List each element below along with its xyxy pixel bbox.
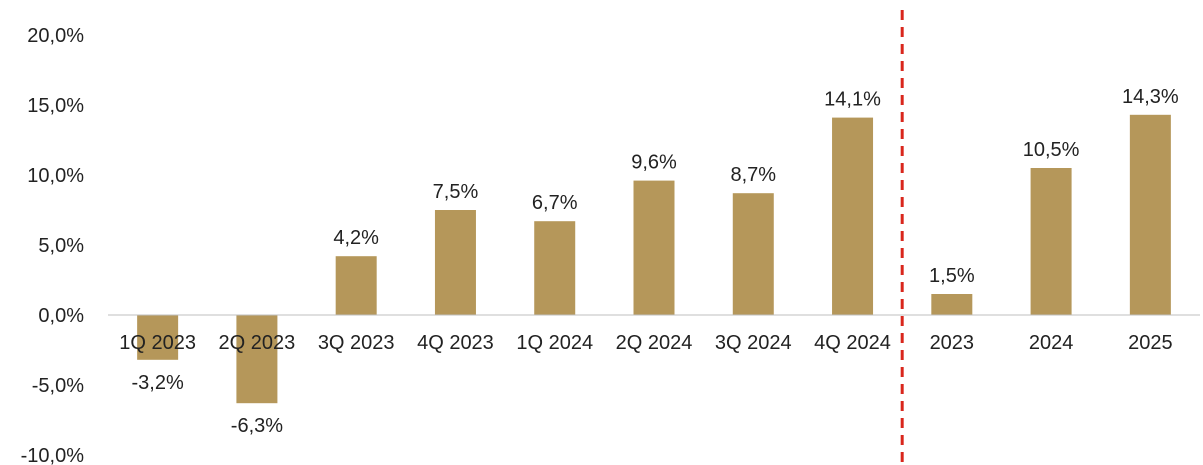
data-label: 7,5%: [433, 181, 479, 203]
data-label: 10,5%: [1023, 139, 1080, 161]
bar: [1129, 114, 1171, 315]
category-labels: 1Q 2023 2Q 2023 3Q 2023 4Q 2023 1Q 2024 2Q 20…: [119, 332, 1172, 354]
bar: [335, 256, 377, 315]
data-label: 14,1%: [824, 89, 881, 111]
y-tick-label: -5,0%: [32, 375, 84, 397]
y-tick-label: 0,0%: [38, 305, 84, 327]
y-tick-label: 10,0%: [27, 165, 84, 187]
category-label: 3Q 2024: [715, 332, 792, 354]
category-label: 4Q 2023: [417, 332, 494, 354]
category-label: 4Q 2024: [814, 332, 891, 354]
data-label: 9,6%: [631, 152, 677, 174]
data-label: 14,3%: [1122, 86, 1179, 108]
category-label: 1Q 2024: [516, 332, 593, 354]
category-label: 2023: [930, 332, 975, 354]
bar: [832, 117, 874, 315]
bar: [534, 221, 576, 315]
data-labels: -3,2% -6,3% 4,2% 7,5% 6,7% 9,6% 8,7% 14,1% 1,5% 1…: [132, 86, 1179, 437]
bars: [137, 114, 1171, 404]
bar: [732, 193, 774, 315]
y-tick-label: 15,0%: [27, 95, 84, 117]
data-label: -3,2%: [132, 372, 184, 394]
y-tick-label: 5,0%: [38, 235, 84, 257]
category-label: 2Q 2024: [616, 332, 693, 354]
bar: [137, 315, 179, 360]
category-label: 2024: [1029, 332, 1074, 354]
bar: [633, 180, 675, 315]
y-axis: 20,0% 15,0% 10,0% 5,0% 0,0% -5,0% -10,0%: [21, 25, 85, 465]
bar: [434, 210, 476, 315]
data-label: 4,2%: [333, 227, 379, 249]
data-label: 6,7%: [532, 192, 578, 214]
y-tick-label: 20,0%: [27, 25, 84, 47]
category-label: 1Q 2023: [119, 332, 196, 354]
bar: [1030, 168, 1072, 315]
bar: [931, 294, 973, 315]
data-label: 1,5%: [929, 265, 975, 287]
data-label: 8,7%: [730, 164, 776, 186]
category-label: 3Q 2023: [318, 332, 395, 354]
y-tick-label: -10,0%: [21, 445, 85, 465]
category-label: 2025: [1128, 332, 1173, 354]
category-label: 2Q 2023: [219, 332, 296, 354]
bar: [236, 315, 278, 404]
data-label: -6,3%: [231, 415, 283, 437]
